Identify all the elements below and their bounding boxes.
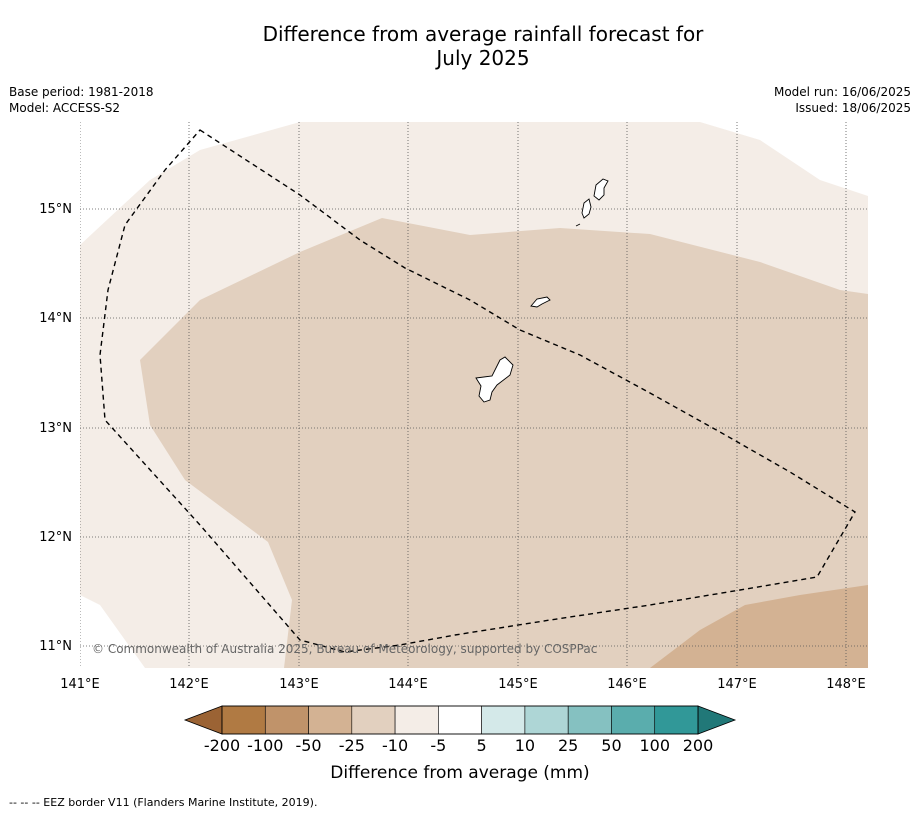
map-area: © Commonwealth of Australia 2025, Bureau… — [80, 122, 868, 668]
lon-tick-labels: 141°E 142°E 143°E 144°E 145°E 146°E 147°… — [60, 677, 866, 692]
eez-footnote: -- -- -- EEZ border V11 (Flanders Marine… — [9, 796, 318, 809]
lon-tick-label: 143°E — [279, 677, 319, 692]
island-guam — [475, 356, 514, 403]
model-run: Model run: 16/06/2025 — [773, 85, 911, 99]
colorbar-tick-label: -5 — [430, 736, 446, 755]
meta-left: Base period: 1981-2018 Model: ACCESS-S2 — [9, 84, 154, 116]
base-period: Base period: 1981-2018 — [9, 85, 154, 99]
colorbar-cell — [438, 705, 482, 735]
colorbar-cell — [308, 705, 353, 735]
map-credit: © Commonwealth of Australia 2025, Bureau… — [92, 642, 597, 656]
lon-tick-label: 144°E — [388, 677, 428, 692]
colorbar-cell — [221, 705, 266, 735]
title-line-1: Difference from average rainfall forecas… — [262, 22, 704, 46]
colorbar-tick-label: 10 — [515, 736, 535, 755]
islands — [475, 178, 609, 403]
colorbar-cell — [567, 705, 612, 735]
colorbar-tick-label: -100 — [247, 736, 283, 755]
colorbar-tick-label: 25 — [558, 736, 578, 755]
lon-tick-label: 145°E — [498, 677, 538, 692]
model-name: Model: ACCESS-S2 — [9, 101, 121, 115]
lat-tick-label: 15°N — [39, 202, 72, 217]
colorbar-cell — [264, 705, 309, 735]
island-tinian — [581, 198, 592, 219]
colorbar-tick-label: 5 — [477, 736, 487, 755]
colorbar-cell — [524, 705, 569, 735]
colorbar-cell — [611, 705, 656, 735]
map-title: Difference from average rainfall forecas… — [0, 22, 919, 70]
lat-tick-label: 13°N — [39, 421, 72, 436]
colorbar-cell — [394, 705, 439, 735]
colorbar: -200 -100 -50 -25 -10 -5 5 10 25 50 100 200 Differe… — [183, 705, 737, 783]
colorbar-cell — [481, 705, 526, 735]
colorbar-label: Difference from average (mm) — [330, 763, 589, 783]
colorbar-tick-label: -200 — [204, 736, 240, 755]
lon-tick-label: 148°E — [826, 677, 866, 692]
title-line-2: July 2025 — [436, 46, 530, 70]
island-rota — [530, 296, 551, 308]
lat-tick-labels: 15°N 14°N 13°N 12°N 11°N — [39, 202, 72, 654]
zone-medium — [140, 218, 868, 668]
colorbar-tick-label: 200 — [683, 736, 714, 755]
meta-right: Model run: 16/06/2025 Issued: 18/06/2025 — [774, 84, 911, 116]
lon-tick-label: 147°E — [717, 677, 757, 692]
island-aguijan — [575, 223, 581, 227]
colorbar-cell — [654, 705, 699, 735]
lat-tick-label: 12°N — [39, 530, 72, 545]
lon-tick-label: 142°E — [169, 677, 209, 692]
island-saipan — [593, 178, 609, 201]
colorbar-left-arrow — [183, 705, 223, 735]
lat-tick-label: 14°N — [39, 311, 72, 326]
colorbar-tick-label: -50 — [295, 736, 321, 755]
gridlines — [80, 122, 868, 668]
colorbar-tick-label: 50 — [601, 736, 621, 755]
zone-dark — [650, 585, 868, 668]
colorbar-tick-label: -25 — [339, 736, 365, 755]
lon-tick-label: 146°E — [607, 677, 647, 692]
colorbar-cell — [351, 705, 396, 735]
colorbar-right-arrow — [697, 705, 737, 735]
issued-date: Issued: 18/06/2025 — [795, 101, 911, 115]
lat-tick-label: 11°N — [39, 639, 72, 654]
colorbar-tick-label: 100 — [639, 736, 670, 755]
colorbar-tick-label: -10 — [382, 736, 408, 755]
eez-border — [99, 129, 856, 653]
lon-tick-label: 141°E — [60, 677, 100, 692]
